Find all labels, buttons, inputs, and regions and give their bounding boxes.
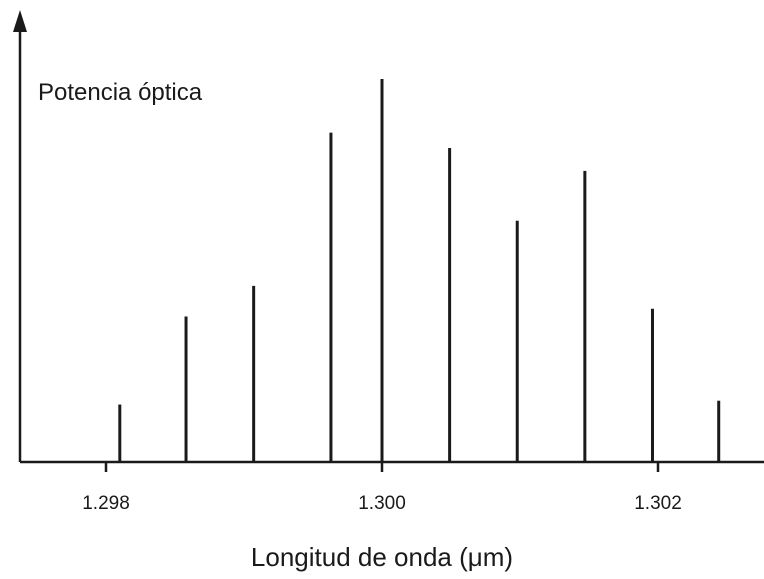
x-tick-label-2: 1.300 <box>358 493 406 514</box>
x-axis-label: Longitud de onda (μm) <box>251 542 513 572</box>
x-ticks <box>104 462 660 472</box>
spectral-lines <box>118 79 721 462</box>
x-tick-labels: 1.298 1.300 1.302 <box>82 493 682 514</box>
x-tick-label-1: 1.298 <box>82 493 130 514</box>
y-axis-arrowhead <box>13 10 27 32</box>
x-tick-label-3: 1.302 <box>634 493 682 514</box>
axes <box>13 10 764 464</box>
y-axis-label: Potencia óptica <box>38 79 203 106</box>
